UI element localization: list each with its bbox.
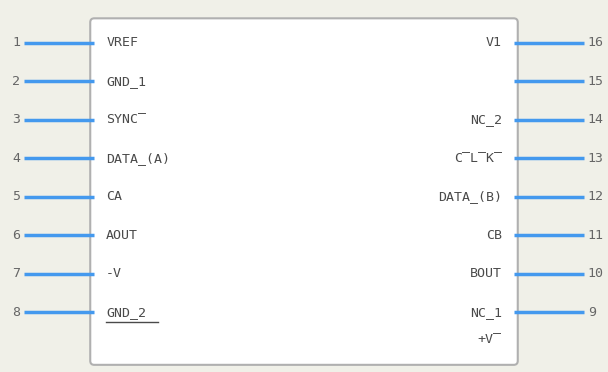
Text: CB: CB (486, 229, 502, 242)
Text: 3: 3 (12, 113, 20, 126)
Text: 5: 5 (12, 190, 20, 203)
Text: 2: 2 (12, 75, 20, 88)
Text: 8: 8 (12, 306, 20, 319)
Text: 4: 4 (12, 152, 20, 165)
Text: -V: -V (106, 267, 122, 280)
Text: C̅L̅K̅: C̅L̅K̅ (454, 152, 502, 165)
Text: DATA_(B): DATA_(B) (438, 190, 502, 203)
Text: 11: 11 (588, 229, 604, 242)
Text: 9: 9 (588, 306, 596, 319)
Text: 10: 10 (588, 267, 604, 280)
Text: 6: 6 (12, 229, 20, 242)
Text: GND_2: GND_2 (106, 306, 147, 319)
Text: GND_1: GND_1 (106, 75, 147, 88)
Text: 15: 15 (588, 75, 604, 88)
Text: 12: 12 (588, 190, 604, 203)
Text: DATA_(A): DATA_(A) (106, 152, 170, 165)
Text: SYNC̅: SYNC̅ (106, 113, 147, 126)
Text: +V̅: +V̅ (478, 333, 502, 346)
Text: 1: 1 (12, 36, 20, 49)
Text: V1: V1 (486, 36, 502, 49)
Text: AOUT: AOUT (106, 229, 138, 242)
Text: NC_2: NC_2 (470, 113, 502, 126)
Text: 14: 14 (588, 113, 604, 126)
Text: CA: CA (106, 190, 122, 203)
Text: BOUT: BOUT (470, 267, 502, 280)
FancyBboxPatch shape (90, 18, 518, 365)
Text: VREF: VREF (106, 36, 138, 49)
Text: 16: 16 (588, 36, 604, 49)
Text: 13: 13 (588, 152, 604, 165)
Text: NC_1: NC_1 (470, 306, 502, 319)
Text: 7: 7 (12, 267, 20, 280)
